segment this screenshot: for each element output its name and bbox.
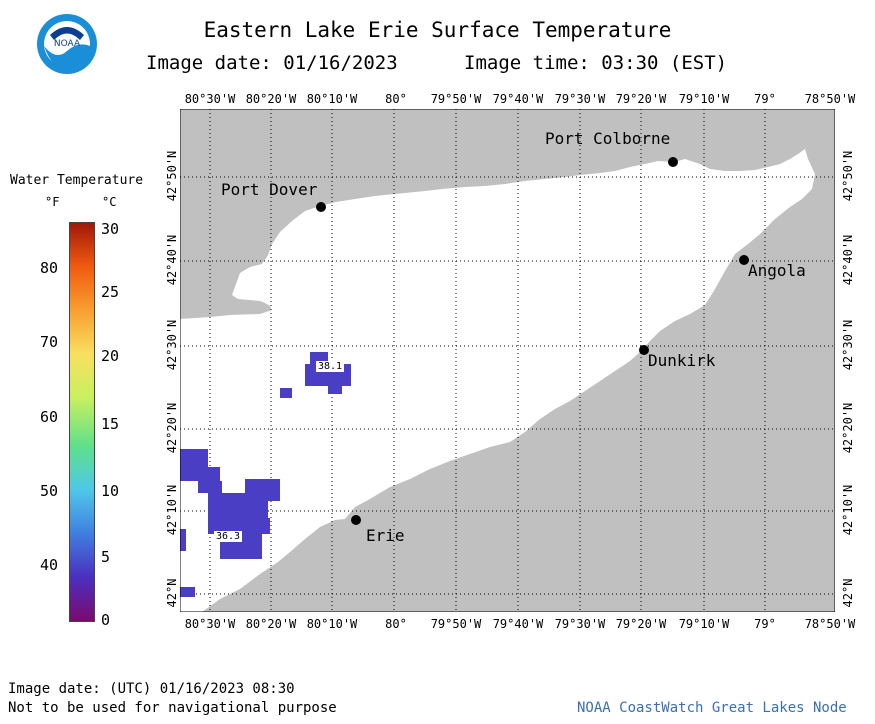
city-marker — [351, 515, 361, 525]
legend-c-tick: 5 — [101, 548, 111, 566]
latitude-label-right: 42°30'N — [841, 319, 855, 371]
legend-c-tick: 20 — [101, 347, 120, 365]
longitude-label-top: 80°10'W — [306, 92, 358, 106]
city-markers — [316, 157, 749, 525]
longitude-label-bottom: 78°50'W — [804, 617, 856, 631]
longitude-label-top: 80° — [385, 92, 407, 106]
latitude-label-right: 42°10'N — [841, 484, 855, 536]
longitude-label-top: 79°50'W — [430, 92, 482, 106]
longitude-label-top: 79° — [754, 92, 776, 106]
longitude-label-bottom: 80°30'W — [184, 617, 236, 631]
legend-c-tick: 25 — [101, 283, 120, 301]
legend-c-tick: 30 — [101, 220, 120, 238]
longitude-label-top: 79°30'W — [554, 92, 606, 106]
longitude-label-bottom: 80°10'W — [306, 617, 358, 631]
page-title: Eastern Lake Erie Surface Temperature — [203, 18, 672, 42]
city-marker — [639, 345, 649, 355]
longitude-label-top: 80°30'W — [184, 92, 236, 106]
longitude-label-bottom: 79°20'W — [615, 617, 667, 631]
city-label: Angola — [748, 261, 806, 280]
temperature-patches — [180, 352, 351, 597]
longitude-label-bottom: 79°30'W — [554, 617, 606, 631]
longitude-label-bottom: 79°40'W — [492, 617, 544, 631]
longitude-label-top: 79°20'W — [615, 92, 667, 106]
legend-f-tick: 40 — [40, 556, 59, 574]
latitude-label-left: 42°30'N — [165, 319, 179, 371]
latitude-label-right: 42°N — [841, 578, 855, 608]
latitude-label-right: 42°50'N — [841, 150, 855, 202]
legend-c-tick: 10 — [101, 482, 120, 500]
utc-date: Image date: (UTC) 01/16/2023 08:30 — [8, 681, 295, 697]
latitude-label-left: 42°40'N — [165, 234, 179, 286]
latitude-label-right: 42°20'N — [841, 402, 855, 454]
legend-f-tick: 50 — [40, 482, 59, 500]
disclaimer: Not to be used for navigational purpose — [8, 700, 337, 716]
longitude-label-top: 80°20'W — [245, 92, 297, 106]
city-label: Port Dover — [221, 180, 318, 199]
latitude-label-left: 42°N — [165, 578, 179, 608]
lake-map — [180, 109, 835, 612]
lake-erie-water — [180, 149, 815, 612]
temperature-label: 38.1 — [316, 361, 345, 372]
legend-c-tick: 15 — [101, 415, 120, 433]
city-marker — [739, 255, 749, 265]
logo-text: NOAA — [54, 39, 81, 49]
temperature-label: 36.3 — [214, 531, 243, 542]
legend-colorbar — [69, 222, 95, 622]
longitude-label-top: 79°40'W — [492, 92, 544, 106]
legend-unit-c: °C — [102, 195, 117, 209]
noaa-logo: NOAA — [37, 14, 97, 74]
city-label: Dunkirk — [648, 351, 716, 370]
image-time: Image time: 03:30 (EST) — [464, 52, 728, 74]
longitude-label-bottom: 80°20'W — [245, 617, 297, 631]
city-label: Erie — [366, 526, 405, 545]
legend-f-tick: 60 — [40, 408, 59, 426]
longitude-label-top: 78°50'W — [804, 92, 856, 106]
legend-c-tick: 0 — [101, 611, 111, 629]
latitude-label-left: 42°20'N — [165, 402, 179, 454]
latitude-label-right: 42°40'N — [841, 234, 855, 286]
longitude-label-bottom: 79°10'W — [678, 617, 730, 631]
legend-unit-f: °F — [45, 195, 60, 209]
longitude-label-bottom: 80° — [385, 617, 407, 631]
city-marker — [316, 202, 326, 212]
latitude-label-left: 42°50'N — [165, 150, 179, 202]
longitude-label-bottom: 79°50'W — [430, 617, 482, 631]
latitude-label-left: 42°10'N — [165, 484, 179, 536]
credit: NOAA CoastWatch Great Lakes Node — [577, 700, 847, 716]
legend-title: Water Temperature — [10, 173, 144, 188]
legend-f-tick: 80 — [40, 259, 59, 277]
longitude-label-bottom: 79° — [754, 617, 776, 631]
city-marker — [668, 157, 678, 167]
legend-f-tick: 70 — [40, 333, 59, 351]
longitude-label-top: 79°10'W — [678, 92, 730, 106]
city-label: Port Colborne — [545, 129, 671, 148]
image-date: Image date: 01/16/2023 — [146, 52, 398, 74]
